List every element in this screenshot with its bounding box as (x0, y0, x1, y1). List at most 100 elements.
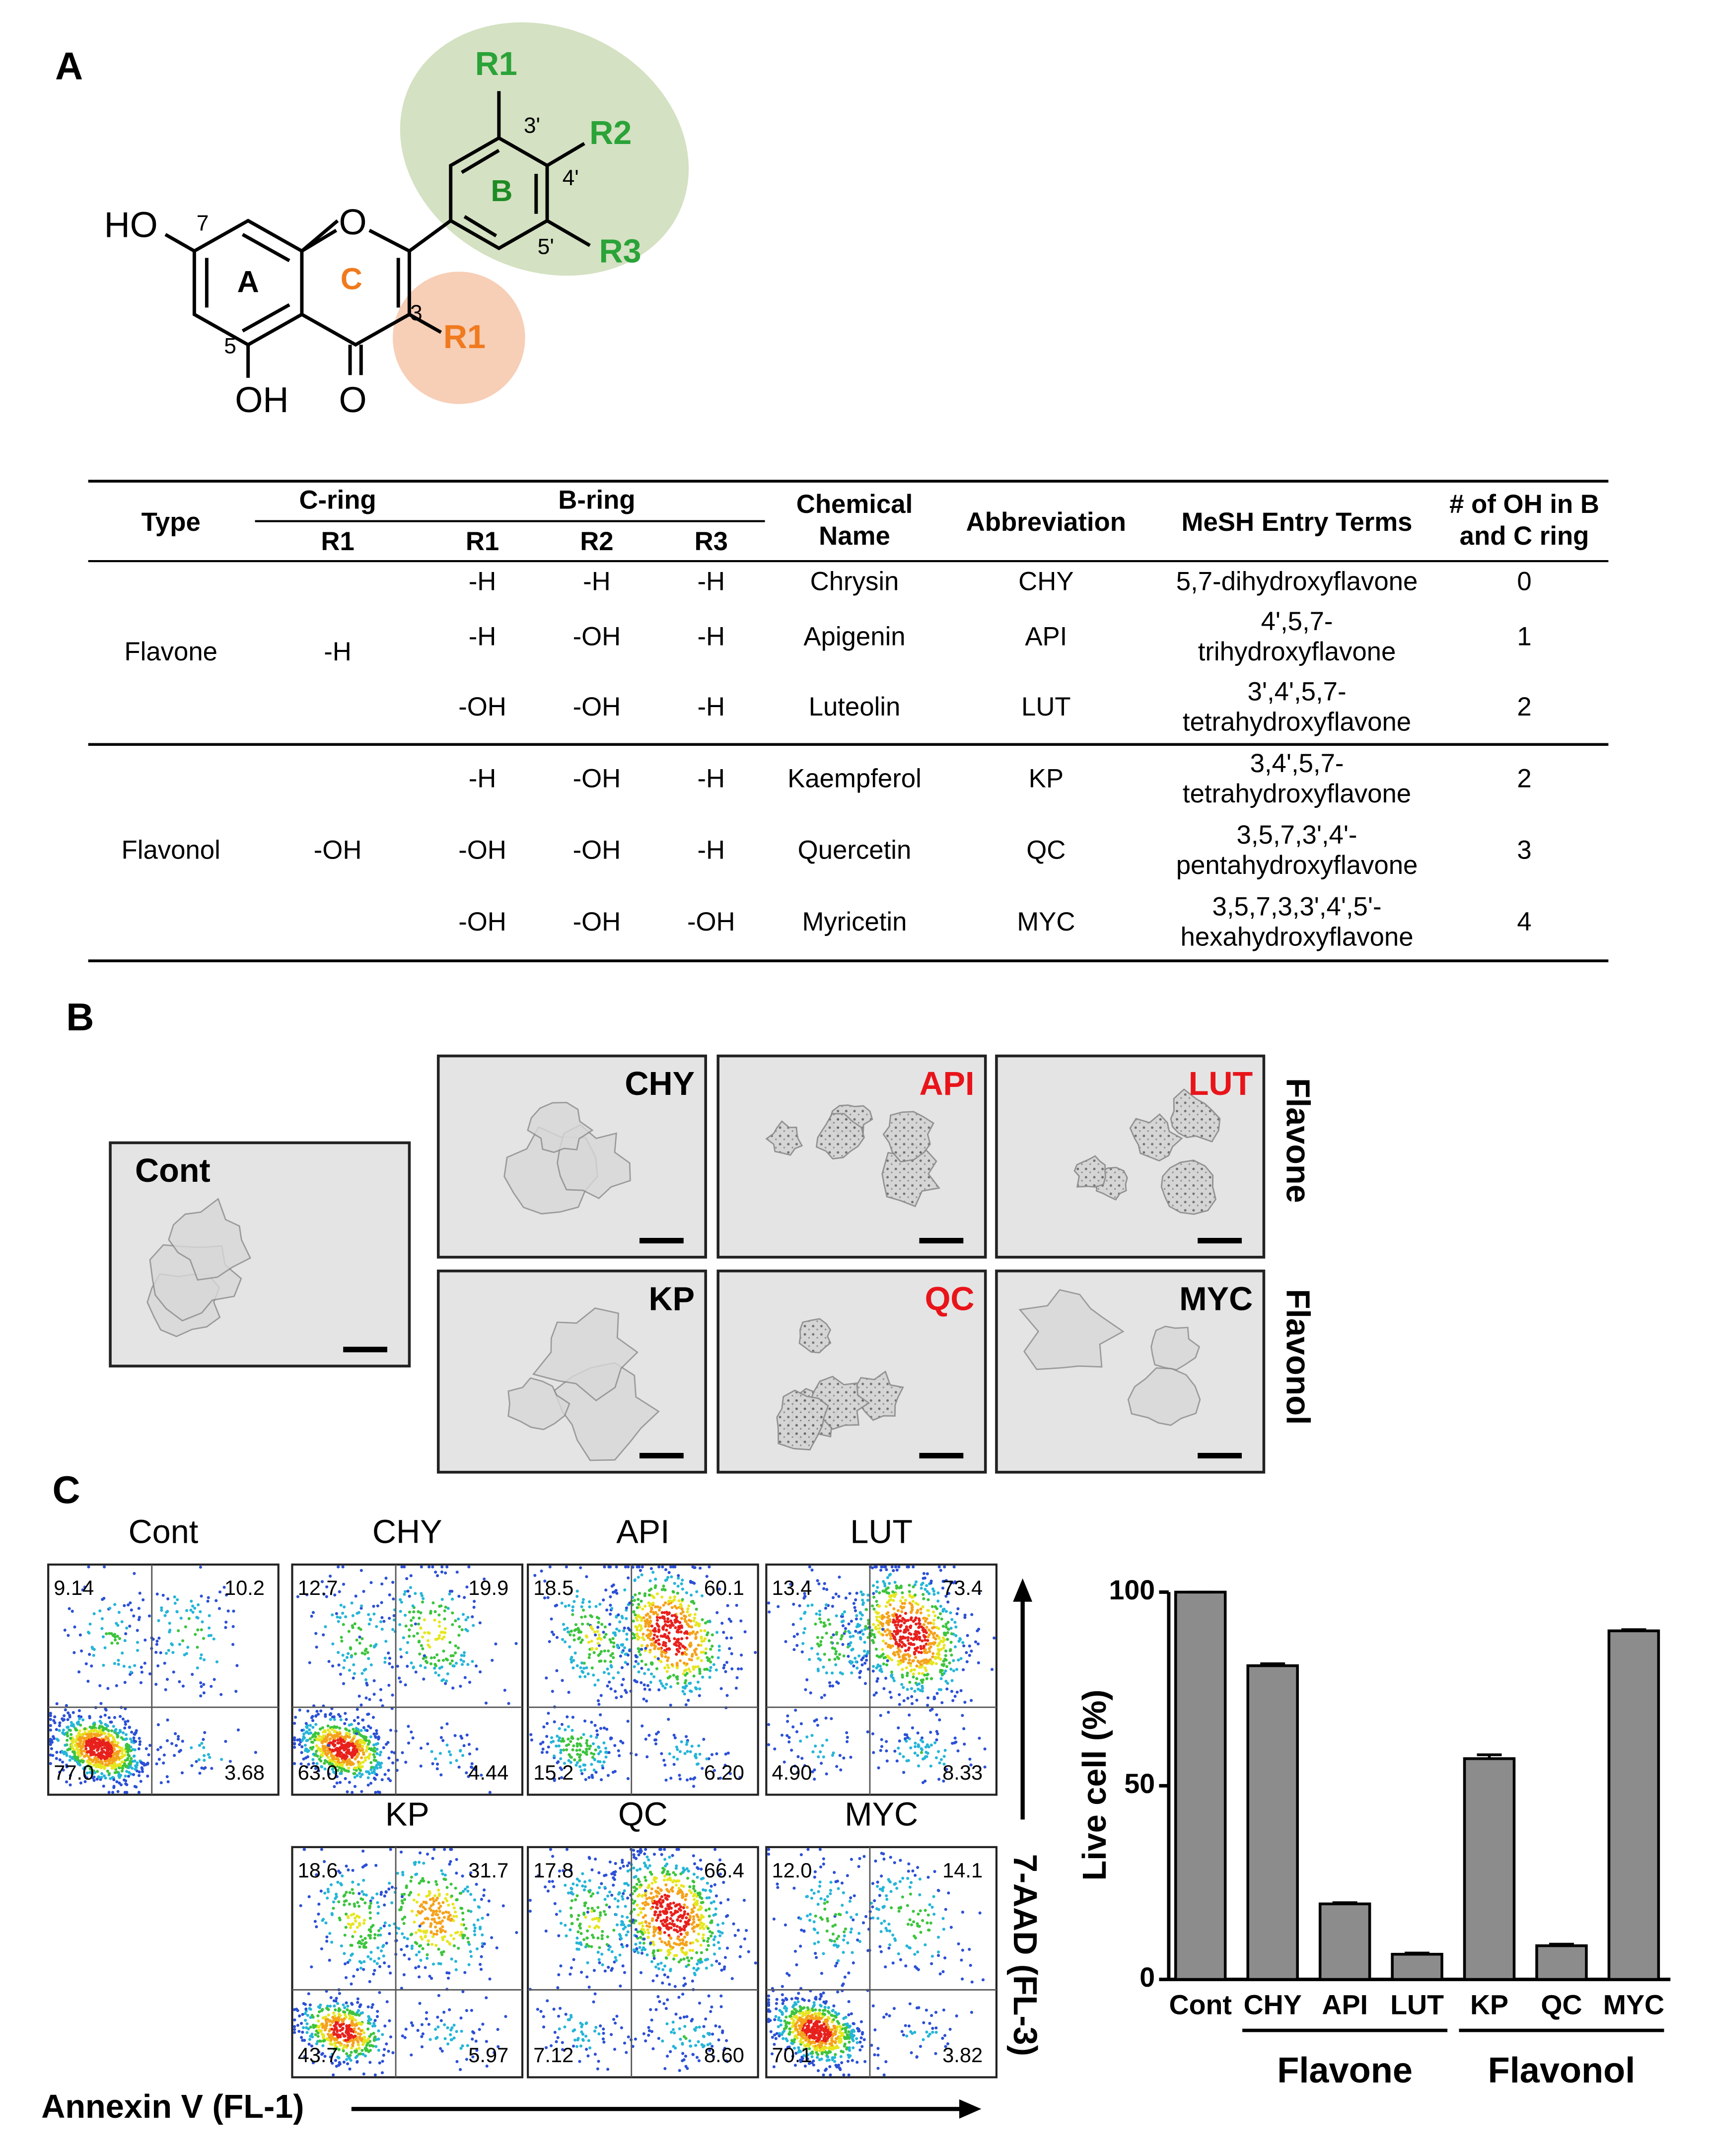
event-dot (929, 1630, 932, 1634)
event-dot (834, 1663, 838, 1666)
event-dot (944, 1649, 948, 1653)
table-header: and C ring (1460, 521, 1589, 551)
event-dot (546, 1596, 550, 1599)
event-dot (366, 1776, 370, 1780)
event-dot (124, 1774, 127, 1778)
event-dot (615, 1627, 619, 1631)
event-dot (53, 1715, 57, 1719)
event-dot (726, 1604, 729, 1607)
event-dot (562, 1739, 566, 1743)
event-dot (556, 1734, 559, 1738)
event-dot (341, 1565, 345, 1569)
event-dot (70, 1724, 73, 1727)
event-dot (441, 1911, 445, 1915)
event-dot (347, 1652, 350, 1655)
event-dot (669, 1703, 672, 1707)
event-dot (864, 1625, 867, 1628)
event-dot (871, 1584, 875, 1587)
event-dot (679, 1605, 682, 1608)
event-dot (576, 1753, 579, 1756)
event-dot (625, 1606, 628, 1610)
event-dot (649, 1567, 653, 1570)
event-dot (888, 1603, 892, 1606)
event-dot (116, 1642, 119, 1645)
event-dot (660, 1595, 664, 1599)
event-dot (915, 1622, 918, 1626)
event-dot (709, 1593, 712, 1596)
event-dot (321, 2022, 324, 2026)
event-dot (410, 1730, 413, 1734)
event-dot (334, 1757, 338, 1761)
table-cell: 2 (1517, 692, 1531, 721)
event-dot (689, 1642, 693, 1645)
event-dot (93, 1736, 97, 1740)
event-dot (927, 1614, 930, 1617)
event-dot (443, 1627, 447, 1630)
event-dot (357, 1748, 361, 1751)
event-dot (649, 1610, 653, 1613)
event-dot (794, 1709, 797, 1712)
event-dot (473, 1933, 477, 1937)
event-dot (610, 1584, 614, 1588)
event-dot (902, 1686, 905, 1689)
event-dot (625, 1608, 628, 1612)
event-dot (920, 1665, 923, 1669)
event-dot (644, 1647, 647, 1650)
event-dot (431, 1897, 434, 1901)
event-dot (353, 1776, 356, 1779)
event-dot (311, 1740, 314, 1744)
event-dot (353, 1752, 357, 1756)
event-dot (872, 1595, 876, 1599)
event-dot (194, 1633, 197, 1636)
event-dot (907, 1646, 911, 1650)
colony (1127, 1367, 1201, 1426)
event-dot (372, 1612, 376, 1616)
event-dot (634, 1659, 638, 1663)
event-dot (413, 1861, 416, 1865)
event-dot (445, 1893, 449, 1896)
event-dot (910, 1702, 914, 1705)
micrograph: MYC (995, 1269, 1266, 1474)
event-dot (692, 1667, 696, 1671)
event-dot (898, 1693, 901, 1696)
event-dot (564, 1728, 567, 1731)
event-dot (560, 1739, 563, 1743)
event-dot (854, 1598, 857, 1601)
event-dot (968, 1644, 971, 1648)
event-dot (427, 1880, 430, 1884)
event-dot (583, 1719, 587, 1723)
event-dot (164, 1652, 168, 1655)
event-dot (684, 1615, 688, 1618)
event-dot (427, 1890, 431, 1893)
event-dot (608, 1680, 611, 1684)
event-dot (673, 1637, 676, 1641)
event-dot (698, 1672, 702, 1675)
event-dot (784, 1640, 787, 1644)
event-dot (133, 1732, 136, 1736)
event-dot (935, 1692, 939, 1695)
event-dot (943, 1748, 947, 1752)
event-dot (730, 1667, 734, 1671)
event-dot (449, 1761, 452, 1765)
y-axis-label: 7-AAD (FL-3) (1006, 1854, 1043, 2056)
event-dot (359, 2022, 363, 2026)
event-dot (831, 1684, 835, 1688)
event-dot (638, 1591, 641, 1595)
event-dot (569, 1633, 572, 1637)
event-dot (828, 1622, 832, 1626)
event-dot (881, 1628, 884, 1631)
event-dot (399, 1610, 402, 1613)
event-dot (698, 1694, 701, 1697)
event-dot (679, 1612, 683, 1615)
event-dot (423, 1654, 426, 1657)
event-dot (328, 1730, 332, 1734)
event-dot (208, 1614, 211, 1617)
event-dot (388, 2019, 391, 2022)
event-dot (799, 1722, 803, 1725)
event-dot (396, 1758, 399, 1762)
event-dot (694, 1665, 697, 1669)
event-dot (687, 1667, 691, 1671)
event-dot (685, 1630, 688, 1634)
event-dot (425, 1660, 428, 1664)
event-dot (669, 1619, 673, 1623)
